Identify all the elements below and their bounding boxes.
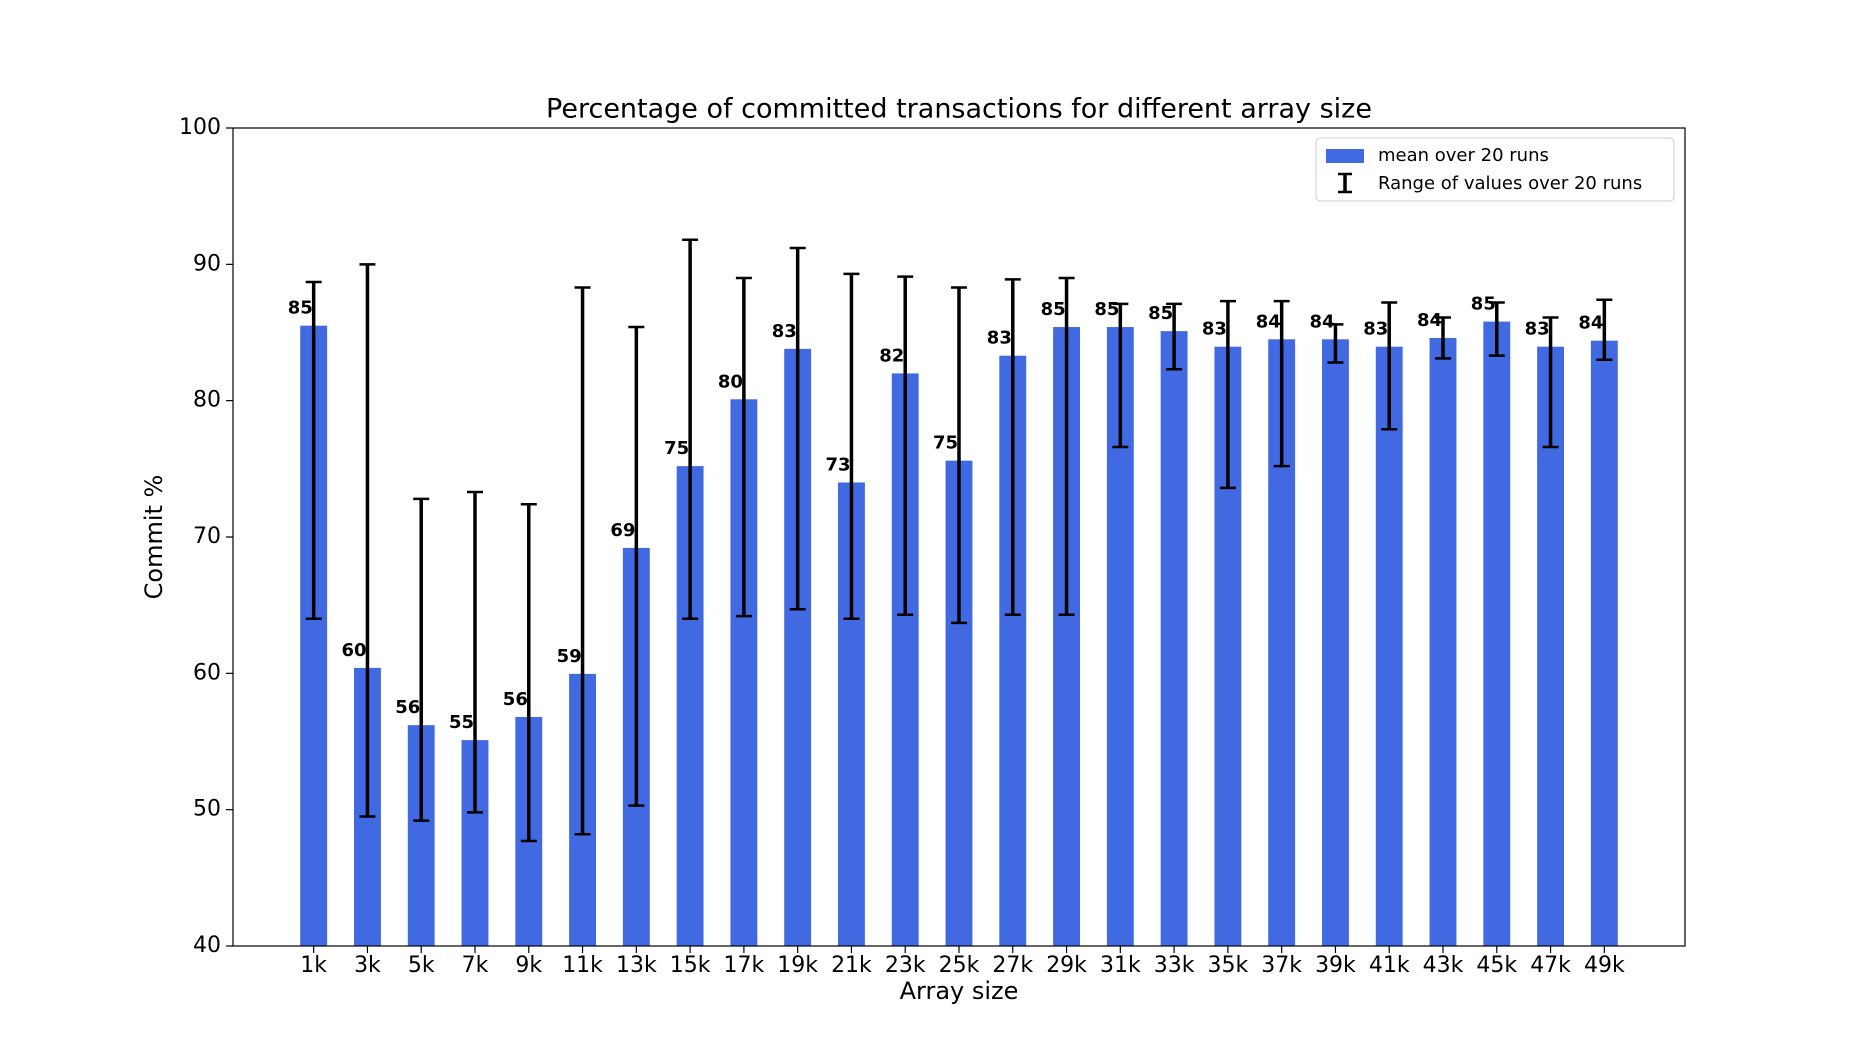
x-tick-label: 47k — [1530, 953, 1571, 978]
x-tick-label: 49k — [1584, 953, 1625, 978]
bar — [1322, 339, 1349, 947]
x-tick-label: 35k — [1208, 953, 1249, 978]
bar — [1590, 340, 1618, 946]
bar — [1429, 337, 1457, 946]
y-tick-label: 90 — [193, 251, 221, 276]
value-label: 85 — [1094, 299, 1119, 320]
x-tick-label: 19k — [777, 953, 818, 978]
x-tick-label: 39k — [1315, 953, 1356, 978]
legend-label: Range of values over 20 runs — [1378, 173, 1642, 194]
value-label: 83 — [1363, 319, 1388, 340]
value-label: 83 — [987, 328, 1012, 349]
y-tick-label: 100 — [179, 115, 221, 140]
y-tick-label: 60 — [193, 660, 221, 685]
value-label: 75 — [664, 438, 689, 459]
x-tick-label: 11k — [562, 953, 603, 978]
x-tick-label: 29k — [1046, 953, 1087, 978]
bar — [1483, 321, 1511, 946]
x-tick-label: 45k — [1476, 953, 1517, 978]
y-tick-label: 50 — [193, 797, 221, 822]
value-label: 85 — [1471, 294, 1496, 315]
value-label: 60 — [341, 640, 366, 661]
value-label: 83 — [1525, 319, 1550, 340]
value-label: 75 — [933, 433, 958, 454]
x-tick-label: 43k — [1423, 953, 1464, 978]
value-label: 80 — [718, 371, 743, 392]
x-tick-label: 17k — [724, 953, 765, 978]
x-tick-label: 9k — [515, 953, 542, 978]
legend-swatch — [1326, 149, 1364, 163]
x-tick-label: 13k — [616, 953, 657, 978]
value-label: 83 — [772, 321, 797, 342]
x-tick-label: 37k — [1261, 953, 1302, 978]
value-label: 59 — [557, 646, 582, 667]
y-tick-label: 40 — [193, 933, 221, 958]
plot-frame — [232, 127, 1686, 947]
value-label: 69 — [610, 520, 635, 541]
x-tick-label: 33k — [1154, 953, 1195, 978]
value-label: 84 — [1309, 311, 1334, 332]
legend-box — [1315, 137, 1675, 202]
y-tick-label: 70 — [193, 524, 221, 549]
x-axis-label: Array size — [900, 977, 1019, 1005]
value-label: 55 — [449, 712, 474, 733]
value-label: 84 — [1417, 310, 1442, 331]
value-label: 56 — [503, 689, 528, 710]
bar — [1160, 331, 1188, 946]
value-label: 85 — [288, 298, 313, 319]
x-tick-label: 25k — [939, 953, 980, 978]
value-label: 84 — [1578, 313, 1603, 334]
value-label: 85 — [1041, 299, 1066, 320]
x-tick-label: 41k — [1369, 953, 1410, 978]
x-tick-label: 23k — [885, 953, 926, 978]
x-tick-label: 7k — [462, 953, 489, 978]
x-tick-label: 21k — [831, 953, 872, 978]
bar — [1375, 346, 1403, 946]
x-tick-label: 3k — [354, 953, 381, 978]
chart-title: Percentage of committed transactions for… — [546, 94, 1372, 125]
x-tick-label: 5k — [408, 953, 435, 978]
legend-label: mean over 20 runs — [1378, 145, 1549, 166]
x-tick-label: 27k — [992, 953, 1033, 978]
value-label: 85 — [1148, 303, 1173, 324]
y-axis-label: Commit % — [140, 475, 168, 600]
value-label: 82 — [879, 345, 904, 366]
value-label: 84 — [1256, 311, 1281, 332]
value-label: 83 — [1202, 319, 1227, 340]
x-tick-label: 15k — [670, 953, 711, 978]
value-label: 56 — [395, 697, 420, 718]
value-label: 73 — [825, 454, 850, 475]
x-tick-label: 1k — [300, 953, 327, 978]
y-tick-label: 80 — [193, 388, 221, 413]
x-tick-label: 31k — [1100, 953, 1141, 978]
